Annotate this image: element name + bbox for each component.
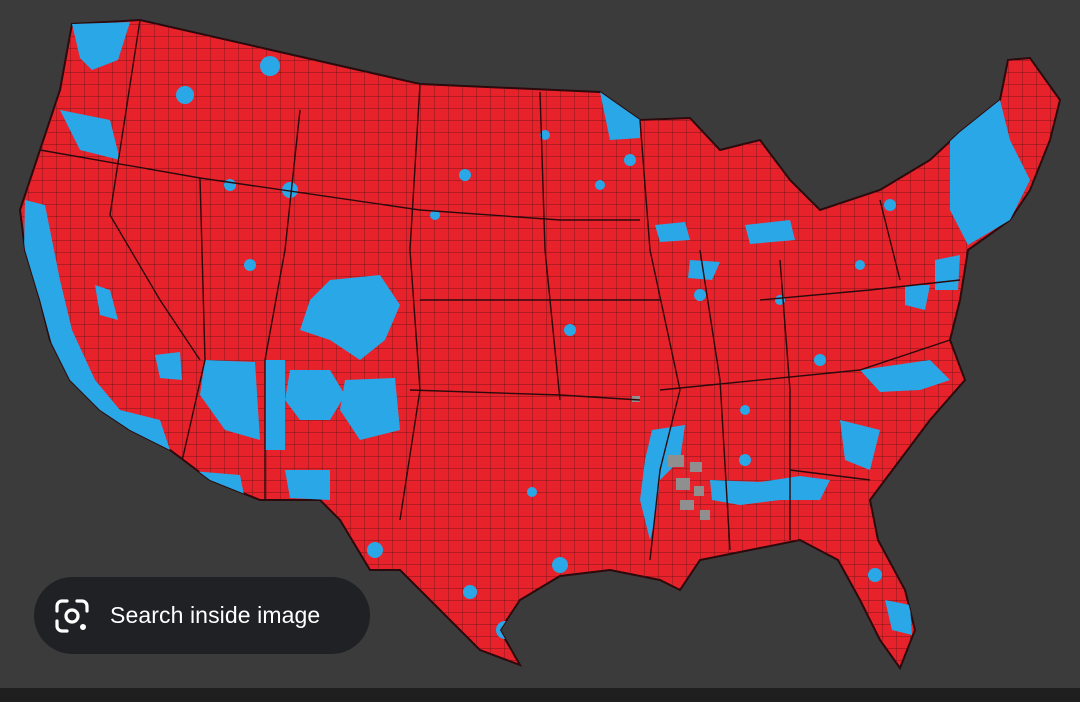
search-inside-image-label: Search inside image [110, 602, 321, 628]
search-inside-image-button[interactable]: Search inside image [34, 577, 370, 654]
bottom-bar [0, 688, 1080, 702]
gray-county-cluster [632, 396, 710, 520]
state-borders [39, 20, 961, 561]
google-lens-icon [52, 596, 92, 636]
